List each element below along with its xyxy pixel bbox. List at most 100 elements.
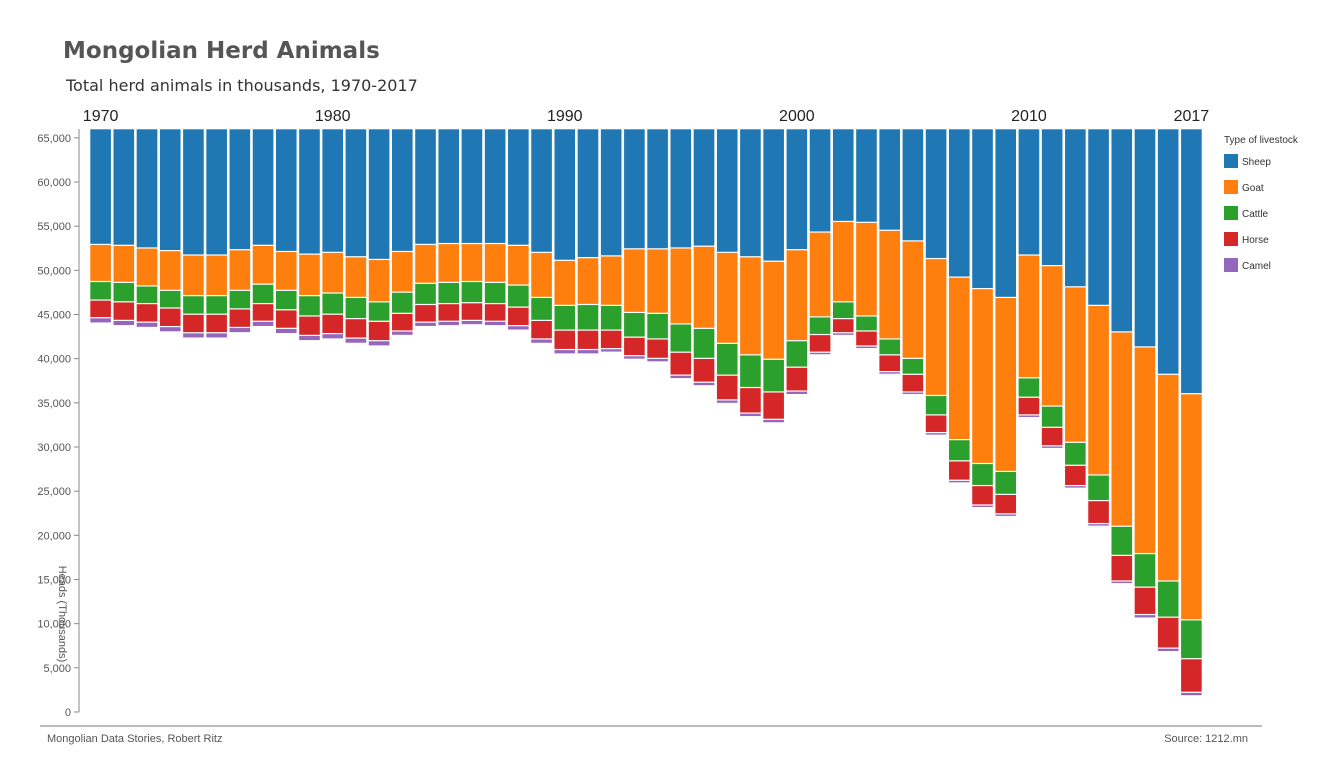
bar-group-1983 bbox=[391, 128, 414, 336]
bar-goat-1974 bbox=[182, 255, 205, 296]
bar-horse-1996 bbox=[693, 358, 715, 383]
bar-goat-1986 bbox=[461, 243, 483, 282]
bar-group-1971 bbox=[112, 128, 135, 326]
bar-group-1975 bbox=[205, 128, 228, 339]
bar-goat-2010 bbox=[1018, 255, 1040, 378]
bar-group-1998 bbox=[739, 128, 762, 417]
bar-sheep-1975 bbox=[205, 128, 228, 256]
bar-group-1987 bbox=[484, 128, 507, 326]
bar-camel-2006 bbox=[925, 432, 948, 436]
bar-camel-2015 bbox=[1134, 614, 1156, 619]
bar-cattle-2016 bbox=[1157, 580, 1180, 618]
bar-group-1999 bbox=[762, 128, 785, 423]
legend-item-horse[interactable]: Horse bbox=[1224, 232, 1269, 246]
y-tick-label: 55,000 bbox=[37, 221, 71, 233]
bar-goat-1987 bbox=[484, 243, 507, 283]
bar-sheep-1991 bbox=[577, 128, 599, 258]
bar-camel-2017 bbox=[1180, 692, 1203, 696]
legend-item-cattle[interactable]: Cattle bbox=[1224, 206, 1269, 220]
bar-camel-1989 bbox=[530, 338, 553, 344]
y-tick-label: 10,000 bbox=[37, 619, 71, 631]
bar-camel-1984 bbox=[414, 322, 437, 327]
bar-goat-2004 bbox=[878, 230, 901, 339]
bar-horse-1986 bbox=[461, 302, 483, 321]
bar-camel-1987 bbox=[484, 321, 507, 326]
bar-sheep-1982 bbox=[368, 128, 391, 260]
bar-horse-1983 bbox=[391, 313, 414, 331]
bar-group-1978 bbox=[275, 128, 298, 334]
bar-sheep-1971 bbox=[112, 128, 135, 246]
bar-sheep-1976 bbox=[228, 128, 251, 250]
y-tick-label: 45,000 bbox=[37, 310, 71, 322]
bar-horse-1998 bbox=[739, 387, 762, 414]
bar-goat-1995 bbox=[669, 247, 692, 324]
bar-goat-2012 bbox=[1064, 286, 1087, 443]
bar-sheep-1994 bbox=[646, 128, 669, 249]
bar-sheep-2007 bbox=[948, 128, 971, 278]
bar-cattle-2008 bbox=[971, 463, 994, 486]
bar-sheep-2003 bbox=[855, 128, 878, 223]
bar-camel-1999 bbox=[762, 419, 785, 423]
bar-group-1997 bbox=[716, 128, 739, 404]
bar-camel-1995 bbox=[669, 375, 692, 379]
legend-item-camel[interactable]: Camel bbox=[1224, 258, 1271, 272]
bar-horse-2016 bbox=[1157, 617, 1180, 649]
bar-sheep-2015 bbox=[1134, 128, 1156, 347]
bar-camel-1998 bbox=[739, 413, 762, 417]
bar-camel-1973 bbox=[159, 326, 182, 332]
bar-group-1977 bbox=[252, 128, 274, 327]
bar-sheep-1983 bbox=[391, 128, 414, 252]
bar-cattle-2002 bbox=[832, 301, 855, 319]
bar-sheep-2001 bbox=[809, 128, 831, 233]
bar-horse-1985 bbox=[437, 303, 460, 322]
y-tick-label: 35,000 bbox=[37, 398, 71, 410]
bar-group-1985 bbox=[437, 128, 460, 326]
bar-goat-1983 bbox=[391, 251, 414, 293]
bar-group-1980 bbox=[321, 128, 344, 339]
legend-label-cattle: Cattle bbox=[1242, 209, 1269, 220]
bar-goat-1985 bbox=[437, 243, 460, 283]
legend-item-sheep[interactable]: Sheep bbox=[1224, 154, 1271, 168]
bar-horse-1995 bbox=[669, 352, 692, 376]
bar-horse-1973 bbox=[159, 308, 182, 327]
y-tick-label: 20,000 bbox=[37, 530, 71, 542]
bar-cattle-1995 bbox=[669, 323, 692, 353]
stacked-bars bbox=[89, 128, 1203, 696]
bar-group-2004 bbox=[878, 128, 901, 375]
bar-sheep-2000 bbox=[785, 128, 808, 250]
bar-sheep-2014 bbox=[1110, 128, 1133, 332]
bar-goat-2005 bbox=[901, 240, 924, 359]
bar-group-2000 bbox=[785, 128, 808, 395]
legend-item-goat[interactable]: Goat bbox=[1224, 180, 1264, 194]
bar-goat-1998 bbox=[739, 256, 762, 355]
bar-group-1988 bbox=[507, 128, 530, 331]
bar-group-1989 bbox=[530, 128, 553, 344]
chart-title: Mongolian Herd Animals bbox=[63, 38, 380, 64]
bar-cattle-1991 bbox=[577, 304, 599, 331]
bar-camel-2012 bbox=[1064, 485, 1087, 489]
bar-horse-1999 bbox=[762, 391, 785, 420]
bar-goat-1970 bbox=[89, 244, 112, 282]
bar-camel-1979 bbox=[298, 335, 321, 341]
legend-swatch-goat bbox=[1224, 180, 1238, 194]
bar-horse-1970 bbox=[89, 300, 112, 318]
bar-horse-2011 bbox=[1041, 427, 1064, 446]
y-tick-label: 50,000 bbox=[37, 265, 71, 277]
bar-sheep-1970 bbox=[89, 128, 112, 245]
bar-camel-2016 bbox=[1157, 648, 1180, 652]
bar-goat-2008 bbox=[971, 288, 994, 464]
bar-sheep-1977 bbox=[252, 128, 274, 246]
x-label-1970: 1970 bbox=[83, 108, 119, 125]
bar-goat-1990 bbox=[553, 260, 576, 306]
bar-horse-2004 bbox=[878, 354, 901, 372]
bar-cattle-1986 bbox=[461, 281, 483, 303]
bar-sheep-1978 bbox=[275, 128, 298, 252]
bar-horse-1994 bbox=[646, 338, 669, 359]
legend-swatch-horse bbox=[1224, 232, 1238, 246]
x-axis-decade-labels: 1970 1980 1990 2000 2010 2017 bbox=[83, 108, 1209, 125]
y-tick-label: 5,000 bbox=[43, 663, 71, 675]
bar-sheep-1980 bbox=[321, 128, 344, 253]
bar-horse-2000 bbox=[785, 367, 808, 392]
bar-camel-1997 bbox=[716, 399, 739, 404]
bar-camel-2010 bbox=[1018, 414, 1040, 418]
